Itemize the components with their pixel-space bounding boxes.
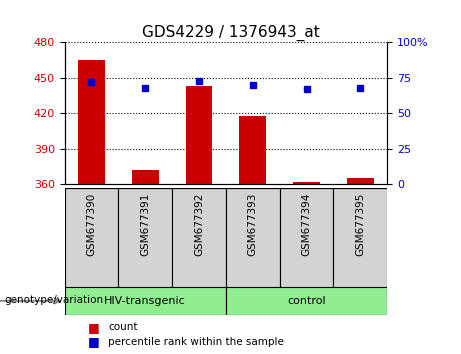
Bar: [118, 188, 172, 287]
Bar: [78, 60, 105, 184]
Bar: [226, 188, 280, 287]
Bar: [65, 188, 118, 287]
Bar: [239, 116, 266, 184]
Text: GSM677394: GSM677394: [301, 193, 312, 256]
Text: count: count: [108, 322, 138, 332]
Text: ■: ■: [88, 321, 99, 334]
Bar: [132, 170, 159, 184]
Text: control: control: [287, 296, 326, 306]
Bar: [185, 86, 213, 184]
Text: percentile rank within the sample: percentile rank within the sample: [108, 337, 284, 347]
Text: genotype/variation: genotype/variation: [5, 295, 104, 305]
Text: GDS4229 / 1376943_at: GDS4229 / 1376943_at: [142, 25, 319, 41]
Text: GSM677391: GSM677391: [140, 193, 150, 256]
Bar: [280, 188, 333, 287]
Text: HIV-transgenic: HIV-transgenic: [104, 296, 186, 306]
Bar: [226, 287, 387, 315]
Bar: [172, 188, 226, 287]
Text: GSM677392: GSM677392: [194, 193, 204, 256]
Bar: [65, 287, 226, 315]
Text: ■: ■: [88, 335, 99, 348]
Bar: [347, 178, 374, 184]
Text: GSM677390: GSM677390: [86, 193, 96, 256]
Text: GSM677395: GSM677395: [355, 193, 366, 256]
Bar: [333, 188, 387, 287]
Text: GSM677393: GSM677393: [248, 193, 258, 256]
Bar: [293, 182, 320, 184]
